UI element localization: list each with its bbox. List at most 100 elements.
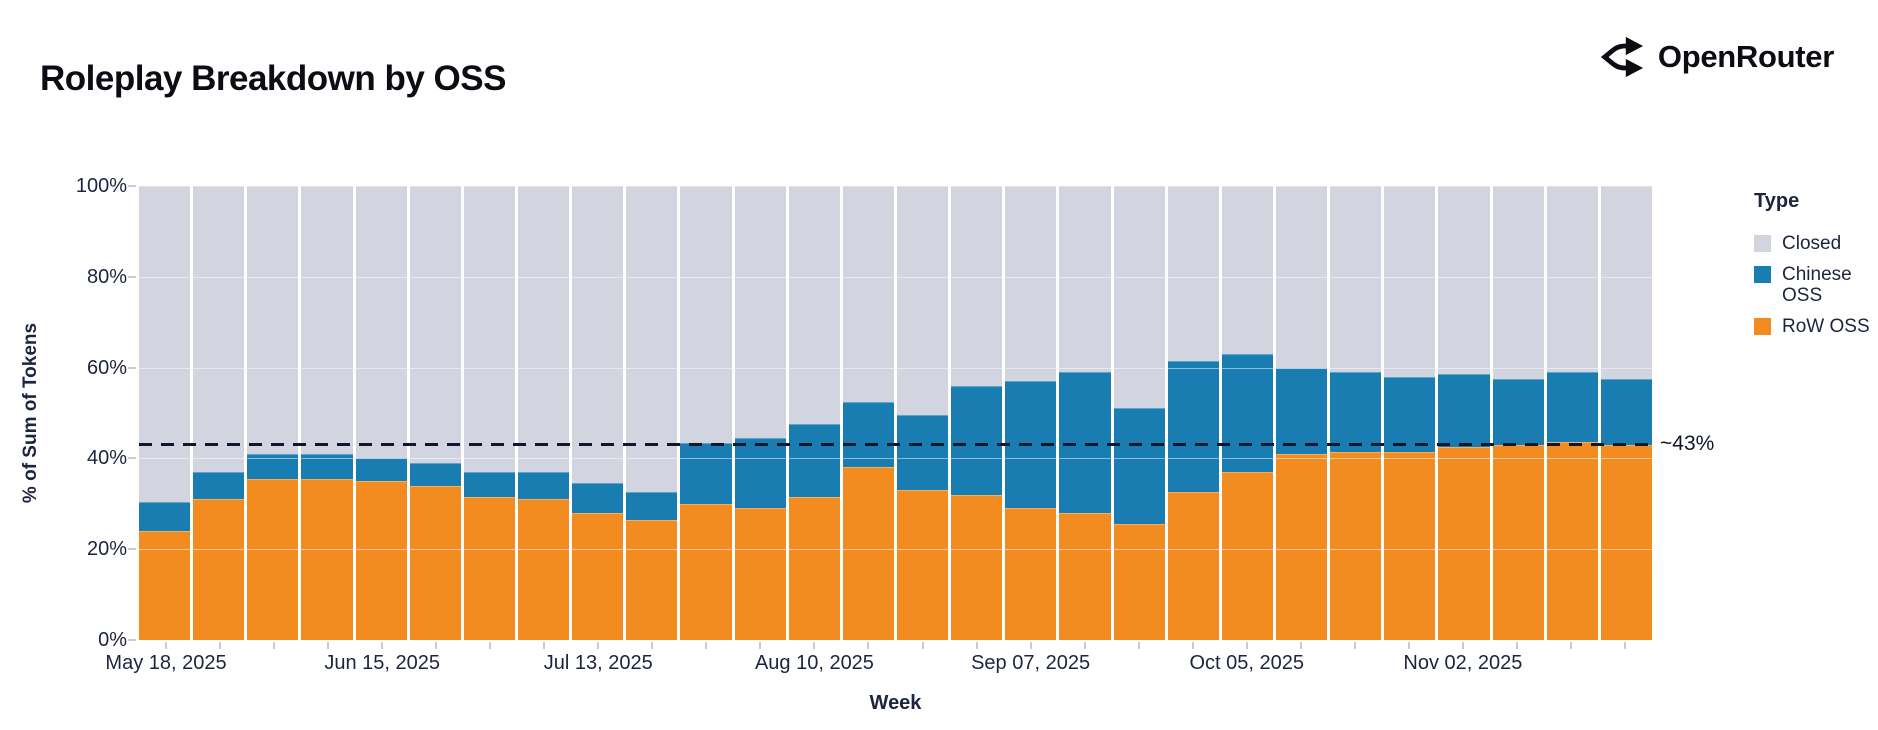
bar-segment-row-oss[interactable] [355,481,407,640]
bar-week-8[interactable] [517,186,570,640]
bar-week-3[interactable] [247,186,299,640]
bar-segment-row-oss[interactable] [463,496,515,640]
bar-segment-row-oss[interactable] [1005,508,1057,640]
bar-week-5[interactable] [355,186,407,640]
bar-segment-row-oss[interactable] [193,499,245,640]
bar-segment-chinese-oss[interactable] [193,472,245,500]
bar-week-17[interactable] [1005,186,1057,640]
bar-week-22[interactable] [1275,186,1328,640]
bar-segment-chinese-oss[interactable] [1167,360,1219,493]
bar-segment-chinese-oss[interactable] [463,472,515,497]
bar-week-20[interactable] [1167,186,1219,640]
bar-segment-row-oss[interactable] [247,478,299,640]
bar-segment-row-oss[interactable] [842,467,894,640]
bar-segment-chinese-oss[interactable] [788,424,840,497]
bar-segment-closed[interactable] [517,186,570,473]
bar-segment-chinese-oss[interactable] [626,492,678,520]
bar-segment-closed[interactable] [1221,186,1273,354]
bar-segment-chinese-oss[interactable] [572,483,624,513]
bar-segment-chinese-oss[interactable] [409,462,461,486]
legend-item-row-oss[interactable]: RoW OSS [1754,316,1878,337]
bar-week-24[interactable] [1384,186,1436,640]
bar-segment-row-oss[interactable] [1492,444,1544,640]
bar-segment-closed[interactable] [1005,186,1057,382]
bar-segment-chinese-oss[interactable] [1059,372,1111,513]
legend-item-chinese-oss[interactable]: Chinese OSS [1754,264,1878,306]
bar-segment-closed[interactable] [193,186,245,473]
bar-week-28[interactable] [1600,186,1652,640]
bar-segment-row-oss[interactable] [1275,453,1328,640]
bar-segment-chinese-oss[interactable] [355,458,407,482]
bar-segment-closed[interactable] [842,186,894,402]
bar-segment-row-oss[interactable] [1384,451,1436,640]
bar-week-14[interactable] [842,186,894,640]
bar-segment-row-oss[interactable] [572,512,624,640]
bar-segment-chinese-oss[interactable] [1221,353,1273,472]
bar-week-6[interactable] [409,186,461,640]
bar-segment-row-oss[interactable] [951,494,1003,640]
bar-week-19[interactable] [1113,186,1165,640]
bar-segment-closed[interactable] [1492,186,1544,379]
bar-segment-closed[interactable] [1330,186,1382,373]
bar-segment-chinese-oss[interactable] [139,501,191,532]
bar-segment-chinese-oss[interactable] [1546,372,1598,443]
bar-segment-closed[interactable] [1600,186,1652,379]
bar-segment-row-oss[interactable] [409,485,461,640]
bar-segment-row-oss[interactable] [680,503,732,640]
bar-segment-row-oss[interactable] [139,531,191,640]
bar-segment-closed[interactable] [139,186,191,502]
bar-segment-chinese-oss[interactable] [247,453,299,479]
bar-segment-chinese-oss[interactable] [1492,378,1544,445]
bar-segment-closed[interactable] [409,186,461,463]
bar-segment-row-oss[interactable] [626,519,678,640]
bar-segment-row-oss[interactable] [1438,447,1490,640]
bar-segment-closed[interactable] [1059,186,1111,373]
bar-segment-closed[interactable] [734,186,786,438]
bar-segment-row-oss[interactable] [1113,524,1165,640]
bar-segment-row-oss[interactable] [1221,472,1273,640]
bar-segment-chinese-oss[interactable] [734,437,786,509]
bar-week-16[interactable] [951,186,1003,640]
bar-segment-chinese-oss[interactable] [1330,372,1382,452]
bar-segment-chinese-oss[interactable] [680,442,732,504]
legend-item-closed[interactable]: Closed [1754,233,1878,254]
bar-segment-chinese-oss[interactable] [1600,378,1652,445]
bar-segment-closed[interactable] [1167,186,1219,361]
bar-week-26[interactable] [1492,186,1544,640]
bar-segment-closed[interactable] [247,186,299,454]
bar-segment-closed[interactable] [1113,186,1165,409]
bar-week-21[interactable] [1221,186,1273,640]
bar-week-2[interactable] [193,186,245,640]
bar-segment-row-oss[interactable] [1059,512,1111,640]
bar-segment-row-oss[interactable] [1330,451,1382,640]
bar-segment-closed[interactable] [680,186,732,443]
bar-segment-row-oss[interactable] [734,508,786,640]
bar-segment-row-oss[interactable] [788,496,840,640]
bar-week-12[interactable] [734,186,786,640]
bar-segment-chinese-oss[interactable] [301,453,353,479]
bar-segment-chinese-oss[interactable] [1275,367,1328,454]
bar-segment-chinese-oss[interactable] [1438,374,1490,448]
bar-week-11[interactable] [680,186,732,640]
bar-segment-chinese-oss[interactable] [842,401,894,468]
bar-week-15[interactable] [896,186,949,640]
bar-week-27[interactable] [1546,186,1598,640]
bar-segment-closed[interactable] [788,186,840,425]
bar-segment-closed[interactable] [1438,186,1490,375]
bar-segment-row-oss[interactable] [1167,492,1219,640]
bar-week-13[interactable] [788,186,840,640]
bar-segment-closed[interactable] [355,186,407,459]
bar-segment-chinese-oss[interactable] [896,415,949,491]
bar-segment-chinese-oss[interactable] [951,385,1003,495]
bar-segment-closed[interactable] [1384,186,1436,377]
bar-week-18[interactable] [1059,186,1111,640]
bar-segment-closed[interactable] [951,186,1003,386]
bar-segment-row-oss[interactable] [301,478,353,640]
bar-segment-closed[interactable] [1546,186,1598,373]
bar-segment-chinese-oss[interactable] [517,472,570,500]
bar-segment-closed[interactable] [463,186,515,473]
bar-segment-closed[interactable] [1275,186,1328,368]
bar-week-7[interactable] [463,186,515,640]
bar-week-1[interactable] [139,186,191,640]
bar-week-9[interactable] [572,186,624,640]
